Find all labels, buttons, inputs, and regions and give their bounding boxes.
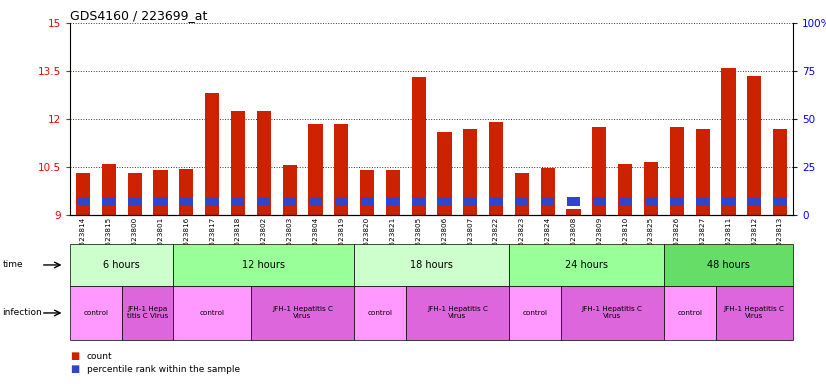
Bar — [644, 162, 658, 215]
Bar — [490, 197, 502, 206]
Bar — [515, 197, 529, 206]
Bar — [748, 76, 762, 215]
Bar — [438, 132, 452, 215]
Bar — [671, 197, 683, 206]
Bar — [206, 197, 219, 206]
Bar — [722, 197, 735, 206]
Bar — [438, 197, 451, 206]
Bar — [489, 122, 503, 215]
Bar — [541, 168, 555, 215]
Text: JFH-1 Hepa
titis C Virus: JFH-1 Hepa titis C Virus — [127, 306, 169, 319]
Text: GDS4160 / 223699_at: GDS4160 / 223699_at — [70, 9, 207, 22]
Bar — [774, 197, 786, 206]
Text: 18 hours: 18 hours — [411, 260, 453, 270]
Text: JFH-1 Hepatitis C
Virus: JFH-1 Hepatitis C Virus — [724, 306, 785, 319]
Text: count: count — [87, 352, 112, 361]
Bar — [308, 124, 322, 215]
Text: control: control — [368, 310, 392, 316]
Bar — [644, 197, 657, 206]
Bar — [335, 124, 349, 215]
Bar — [231, 197, 244, 206]
Bar — [592, 127, 606, 215]
Bar — [411, 78, 425, 215]
Text: 6 hours: 6 hours — [103, 260, 140, 270]
Bar — [102, 164, 116, 215]
Text: control: control — [677, 310, 702, 316]
Text: control: control — [83, 310, 108, 316]
Bar — [179, 169, 193, 215]
Bar — [412, 197, 425, 206]
Bar — [541, 197, 554, 206]
Text: ■: ■ — [70, 364, 79, 374]
Bar — [361, 197, 373, 206]
Bar — [515, 174, 529, 215]
Bar — [257, 111, 271, 215]
Bar — [76, 174, 90, 215]
Bar — [77, 197, 89, 206]
Bar — [309, 197, 322, 206]
Bar — [102, 197, 116, 206]
Text: control: control — [522, 310, 548, 316]
Bar — [128, 174, 142, 215]
Bar — [128, 197, 141, 206]
Text: control: control — [200, 310, 225, 316]
Bar — [670, 127, 684, 215]
Bar — [463, 129, 477, 215]
Bar — [231, 111, 245, 215]
Bar — [619, 197, 632, 206]
Text: JFH-1 Hepatitis C
Virus: JFH-1 Hepatitis C Virus — [582, 306, 643, 319]
Bar — [748, 197, 761, 206]
Text: time: time — [2, 260, 23, 270]
Bar — [360, 170, 374, 215]
Bar — [282, 166, 297, 215]
Bar — [464, 197, 477, 206]
Text: 48 hours: 48 hours — [707, 260, 750, 270]
Bar — [695, 129, 710, 215]
Bar — [205, 93, 219, 215]
Text: infection: infection — [2, 308, 42, 318]
Text: 12 hours: 12 hours — [242, 260, 285, 270]
Text: JFH-1 Hepatitis C
Virus: JFH-1 Hepatitis C Virus — [272, 306, 333, 319]
Bar — [154, 197, 167, 206]
Bar — [696, 197, 709, 206]
Text: ■: ■ — [70, 351, 79, 361]
Bar — [773, 129, 787, 215]
Bar — [387, 197, 399, 206]
Bar — [283, 197, 296, 206]
Bar — [154, 170, 168, 215]
Bar — [593, 197, 605, 206]
Bar — [567, 197, 580, 206]
Text: 24 hours: 24 hours — [565, 260, 608, 270]
Bar — [180, 197, 192, 206]
Bar — [567, 209, 581, 215]
Text: JFH-1 Hepatitis C
Virus: JFH-1 Hepatitis C Virus — [427, 306, 488, 319]
Bar — [618, 164, 632, 215]
Bar — [258, 197, 270, 206]
Text: percentile rank within the sample: percentile rank within the sample — [87, 366, 240, 374]
Bar — [721, 68, 735, 215]
Bar — [335, 197, 348, 206]
Bar — [386, 170, 400, 215]
